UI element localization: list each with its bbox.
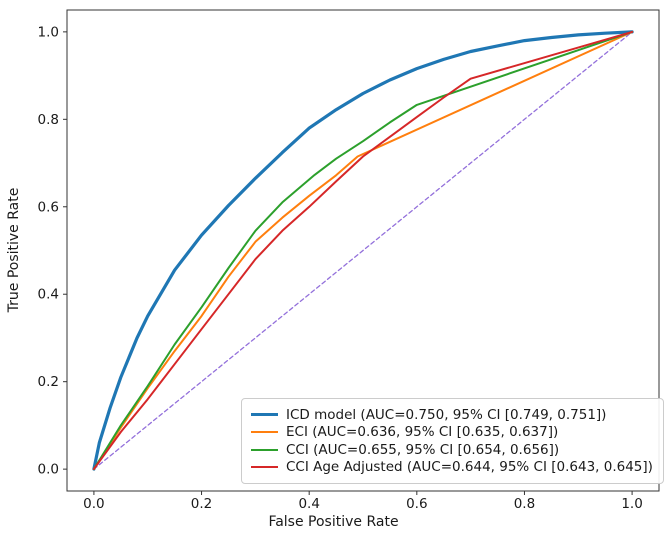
legend-label-eci: ECI (AUC=0.636, 95% CI [0.635, 0.637]) (286, 424, 559, 441)
legend-swatch-cci-age-adjusted (251, 466, 278, 469)
x-tick-label: 0.4 (298, 496, 319, 512)
y-tick-label: 0.6 (38, 199, 59, 215)
legend-label-cci: CCI (AUC=0.655, 95% CI [0.654, 0.656]) (286, 441, 560, 458)
legend: ICD model (AUC=0.750, 95% CI [0.749, 0.7… (241, 398, 664, 484)
legend-label-icd-model: ICD model (AUC=0.750, 95% CI [0.749, 0.7… (286, 406, 607, 423)
y-tick-label: 0.8 (38, 112, 59, 128)
legend-swatch-eci (251, 431, 278, 434)
y-tick-label: 0.4 (38, 287, 59, 303)
legend-label-cci-age-adjusted: CCI Age Adjusted (AUC=0.644, 95% CI [0.6… (286, 459, 653, 476)
legend-item-icd-model: ICD model (AUC=0.750, 95% CI [0.749, 0.7… (251, 406, 653, 424)
x-tick-label: 0.6 (406, 496, 427, 512)
series-line-cci-age-adjusted (92, 30, 634, 471)
x-axis-label: False Positive Rate (268, 514, 399, 530)
x-tick-label: 0.2 (191, 496, 212, 512)
legend-swatch-cci (251, 448, 278, 451)
y-tick-label: 0.2 (38, 374, 59, 390)
legend-item-eci: ECI (AUC=0.636, 95% CI [0.635, 0.637]) (251, 424, 653, 442)
series-line-eci (92, 30, 634, 471)
series-line-icd-model (92, 30, 634, 471)
y-tick-label: 1.0 (38, 24, 59, 40)
legend-swatch-icd-model (251, 413, 278, 417)
legend-item-cci: CCI (AUC=0.655, 95% CI [0.654, 0.656]) (251, 441, 653, 459)
series-line-chance-diagonal (93, 31, 633, 470)
x-tick-label: 0.0 (83, 496, 104, 512)
plot-spines (66, 9, 660, 492)
y-tick-label: 0.0 (38, 462, 59, 478)
x-tick-label: 1.0 (621, 496, 642, 512)
legend-item-cci-age-adjusted: CCI Age Adjusted (AUC=0.644, 95% CI [0.6… (251, 459, 653, 477)
x-tick-label: 0.8 (514, 496, 535, 512)
series-line-cci (92, 30, 634, 471)
y-axis-label: True Positive Rate (6, 187, 22, 313)
